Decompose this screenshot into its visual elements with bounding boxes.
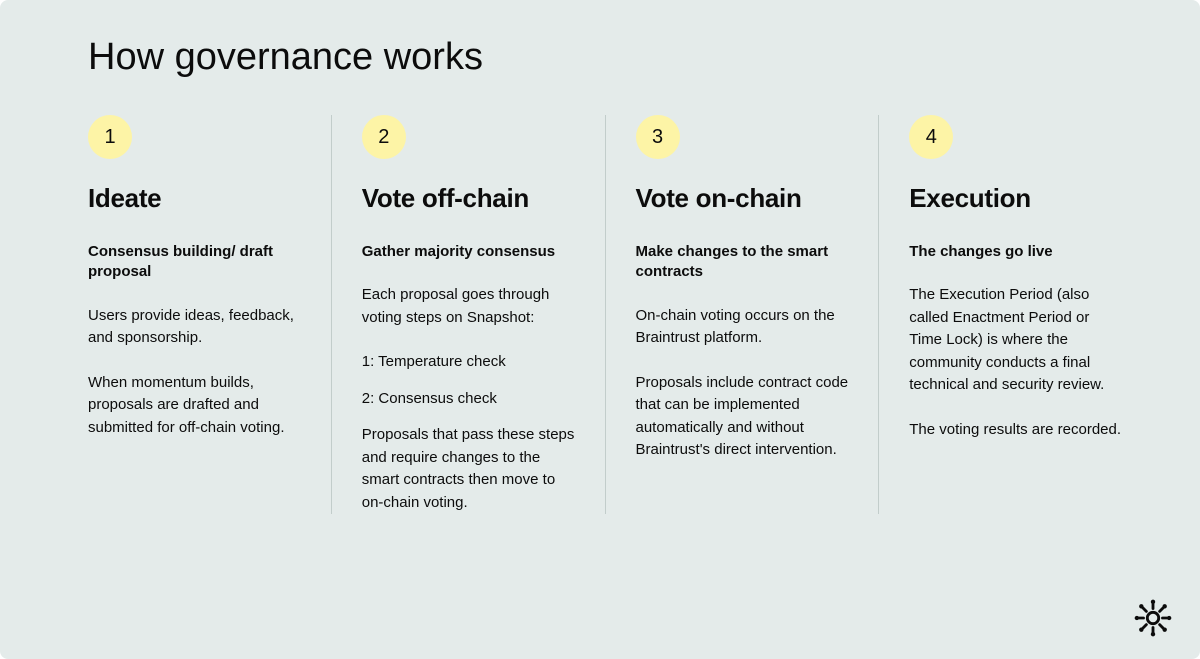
step-4-p0: The Execution Period (also called Enactm… [909, 284, 1122, 397]
step-1: 1 Ideate Consensus building/ draft propo… [48, 115, 332, 514]
infographic-container: How governance works 1 Ideate Consensus … [0, 0, 1200, 659]
step-3-number: 3 [636, 115, 680, 159]
step-3-p1: Proposals include contract code that can… [636, 372, 849, 462]
step-1-body: Users provide ideas, feedback, and spons… [88, 305, 301, 440]
step-3: 3 Vote on-chain Make changes to the smar… [606, 115, 880, 514]
step-2-p3: Proposals that pass these steps and requ… [362, 424, 575, 514]
step-1-p1: When momentum builds, proposals are draf… [88, 372, 301, 440]
step-1-title: Ideate [88, 183, 301, 214]
page-title: How governance works [88, 36, 1152, 79]
step-2-p2: 2: Consensus check [362, 388, 575, 411]
step-2-number: 2 [362, 115, 406, 159]
braintrust-logo-icon [1134, 599, 1172, 637]
step-2-subtitle: Gather majority consensus [362, 242, 575, 262]
step-2: 2 Vote off-chain Gather majority consens… [332, 115, 606, 514]
step-2-body: Each proposal goes through voting steps … [362, 284, 575, 514]
step-1-p0: Users provide ideas, feedback, and spons… [88, 305, 301, 350]
step-3-title: Vote on-chain [636, 183, 849, 214]
step-2-p1: 1: Temperature check [362, 351, 575, 374]
steps-row: 1 Ideate Consensus building/ draft propo… [48, 115, 1152, 514]
step-2-title: Vote off-chain [362, 183, 575, 214]
step-1-number: 1 [88, 115, 132, 159]
step-3-p0: On-chain voting occurs on the Braintrust… [636, 305, 849, 350]
step-2-p0: Each proposal goes through voting steps … [362, 284, 575, 329]
step-4-p1: The voting results are recorded. [909, 419, 1122, 442]
step-1-subtitle: Consensus building/ draft proposal [88, 242, 301, 283]
step-3-subtitle: Make changes to the smart contracts [636, 242, 849, 283]
step-4-title: Execution [909, 183, 1122, 214]
step-3-body: On-chain voting occurs on the Braintrust… [636, 305, 849, 462]
step-4-subtitle: The changes go live [909, 242, 1122, 262]
step-4: 4 Execution The changes go live The Exec… [879, 115, 1152, 514]
step-4-body: The Execution Period (also called Enactm… [909, 284, 1122, 441]
step-4-number: 4 [909, 115, 953, 159]
